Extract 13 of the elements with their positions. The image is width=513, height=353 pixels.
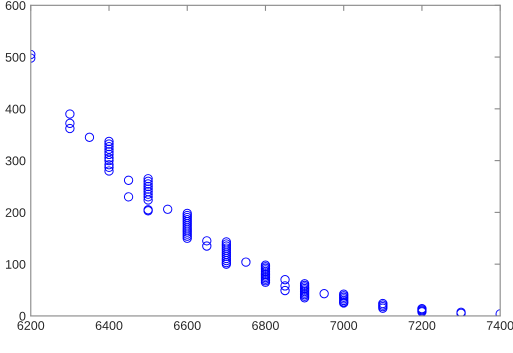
x-tick-label: 6400 xyxy=(96,321,122,330)
y-tick-label: 300 xyxy=(6,156,26,166)
y-tick-label: 200 xyxy=(6,208,26,218)
x-tick-label: 7000 xyxy=(330,321,358,330)
y-tick-label: 0 xyxy=(19,312,26,321)
x-tick-label: 6200 xyxy=(18,321,44,330)
x-tick-label: 6600 xyxy=(174,321,201,330)
y-tick-label: 400 xyxy=(5,104,26,114)
x-tick-label: 7200 xyxy=(408,321,436,330)
y-tick-label: 600 xyxy=(6,1,26,10)
y-tick-label: 100 xyxy=(6,260,26,269)
y-tick-label: 500 xyxy=(6,52,26,62)
x-tick-label: 6800 xyxy=(252,321,279,330)
